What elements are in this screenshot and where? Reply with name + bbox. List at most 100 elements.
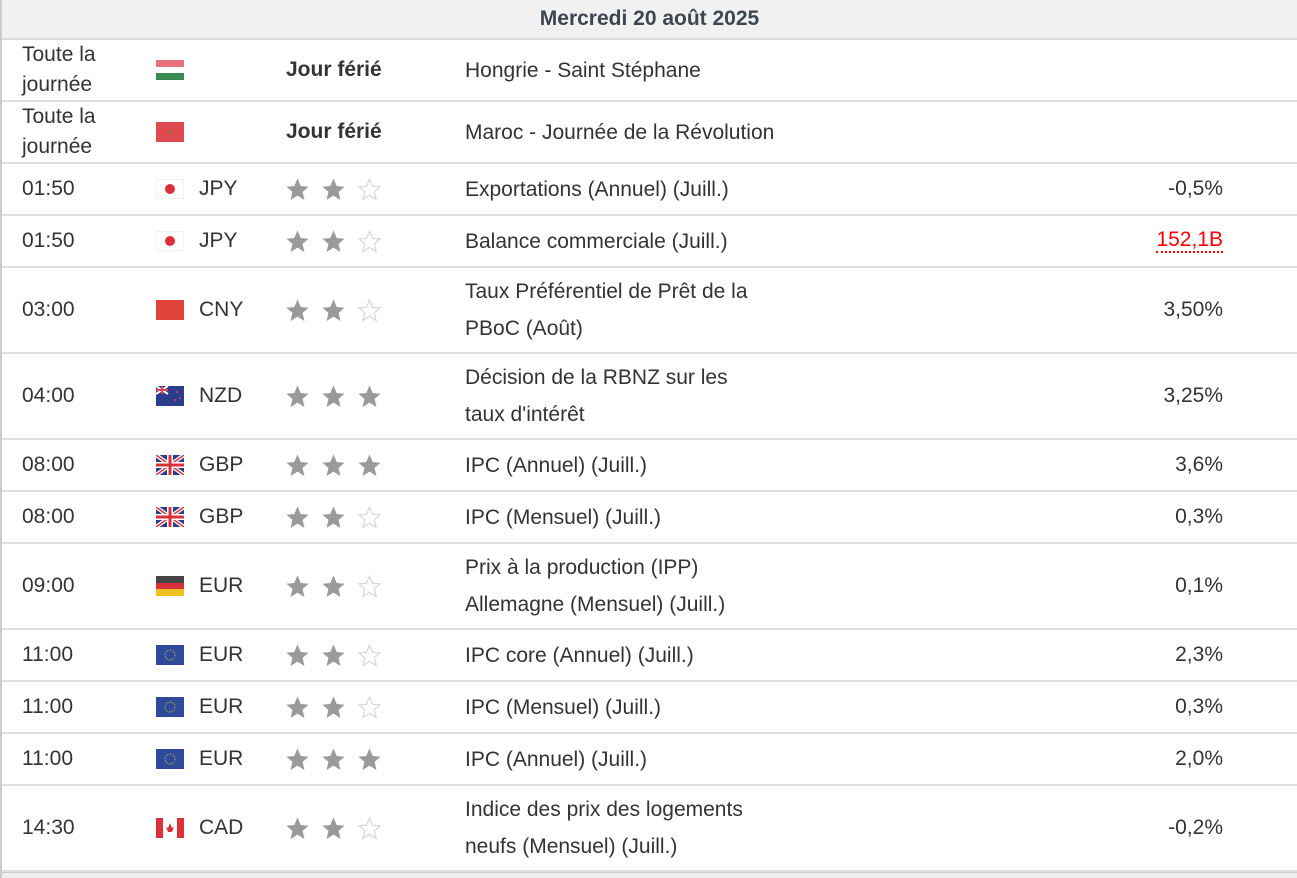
currency-code: CNY	[199, 298, 244, 321]
event-row[interactable]: 08:00 GBP IPC (Mensuel) (Juill.) 0,3%	[2, 492, 1297, 544]
event-name[interactable]: Exportations (Annuel) (Juill.)	[465, 177, 729, 201]
event-row[interactable]: 11:00 EUR IPC (Annuel) (Juill.) 2,0%	[2, 734, 1297, 786]
actual-value: 3,6%	[1175, 453, 1223, 476]
star-filled-icon	[358, 384, 381, 407]
event-name[interactable]: Taux Préférentiel de Prêt de la PBoC (Ao…	[465, 280, 748, 340]
currency-code: JPY	[199, 229, 238, 252]
star-filled-icon	[322, 695, 345, 718]
importance-rating	[285, 216, 382, 266]
eu-flag-icon	[156, 645, 184, 665]
star-empty-icon	[357, 297, 382, 322]
star-empty-icon	[357, 573, 382, 598]
event-time: 04:00	[22, 384, 75, 407]
star-filled-icon	[358, 747, 381, 770]
star-filled-icon	[322, 177, 345, 200]
importance-rating	[285, 164, 382, 214]
event-time: 14:30	[22, 816, 75, 839]
new-zealand-flag-icon	[156, 386, 184, 406]
star-filled-icon	[286, 229, 309, 252]
star-filled-icon	[322, 453, 345, 476]
star-filled-icon	[286, 453, 309, 476]
event-time: 03:00	[22, 298, 75, 321]
eu-flag-icon	[156, 749, 184, 769]
star-filled-icon	[286, 298, 309, 321]
event-name[interactable]: IPC (Annuel) (Juill.)	[465, 453, 648, 477]
event-name[interactable]: Hongrie - Saint Stéphane	[465, 58, 701, 82]
event-name[interactable]: Maroc - Journée de la Révolution	[465, 120, 775, 144]
holiday-row[interactable]: Toute la journée Jour férié Hongrie - Sai…	[2, 40, 1297, 102]
event-time: 01:50	[22, 177, 75, 200]
uk-flag-icon	[156, 507, 184, 527]
event-name[interactable]: Indice des prix des logements neufs (Men…	[465, 798, 743, 858]
japan-flag-icon	[156, 179, 184, 199]
actual-value: -0,2%	[1168, 816, 1223, 839]
china-flag-icon	[156, 300, 184, 320]
actual-value: 3,25%	[1163, 384, 1223, 407]
star-filled-icon	[358, 453, 381, 476]
currency-code: NZD	[199, 384, 243, 407]
event-row[interactable]: 01:50 JPY Exportations (Annuel) (Juill.) -…	[2, 164, 1297, 216]
event-name[interactable]: Prix à la production (IPP) Allemagne (Me…	[465, 556, 726, 616]
event-time: Toute la journée	[22, 105, 96, 158]
actual-value: 0,3%	[1175, 695, 1223, 718]
importance-rating	[285, 682, 382, 732]
currency-code: JPY	[199, 177, 238, 200]
star-empty-icon	[357, 176, 382, 201]
event-row[interactable]: 11:00 EUR IPC (Mensuel) (Juill.) 0,3%	[2, 682, 1297, 734]
event-name[interactable]: Décision de la RBNZ sur les taux d'intér…	[465, 366, 728, 426]
importance-rating	[285, 786, 382, 870]
importance-rating	[285, 268, 382, 352]
actual-value[interactable]: 152,1B	[1156, 228, 1223, 253]
eu-flag-icon	[156, 697, 184, 717]
uk-flag-icon	[156, 455, 184, 475]
star-filled-icon	[286, 816, 309, 839]
germany-flag-icon	[156, 576, 184, 596]
importance-rating	[285, 354, 382, 438]
event-time: 01:50	[22, 229, 75, 252]
table-footer-divider	[2, 872, 1297, 878]
event-row[interactable]: 01:50 JPY Balance commerciale (Juill.) 152…	[2, 216, 1297, 268]
actual-value: 0,3%	[1175, 505, 1223, 528]
star-filled-icon	[286, 574, 309, 597]
event-time: 08:00	[22, 453, 75, 476]
currency-code: EUR	[199, 643, 244, 666]
event-time: 08:00	[22, 505, 75, 528]
hungary-flag-icon	[156, 60, 184, 80]
event-row[interactable]: 08:00 GBP IPC (Annuel) (Juill.) 3,6%	[2, 440, 1297, 492]
event-name[interactable]: Balance commerciale (Juill.)	[465, 229, 728, 253]
currency-code: GBP	[199, 505, 244, 528]
actual-value: 2,3%	[1175, 643, 1223, 666]
holiday-label: Jour férié	[286, 58, 382, 81]
actual-value: 3,50%	[1163, 298, 1223, 321]
event-name[interactable]: IPC (Mensuel) (Juill.)	[465, 695, 662, 719]
importance-rating	[285, 492, 382, 542]
event-row[interactable]: 04:00 NZD Décision de la RBNZ sur les tau…	[2, 354, 1297, 440]
star-filled-icon	[286, 695, 309, 718]
star-empty-icon	[357, 694, 382, 719]
star-filled-icon	[322, 643, 345, 666]
event-row[interactable]: 03:00 CNY Taux Préférentiel de Prêt de la…	[2, 268, 1297, 354]
currency-code: EUR	[199, 747, 244, 770]
event-row[interactable]: 14:30 CAD Indice des prix des logements n…	[2, 786, 1297, 872]
actual-value: -0,5%	[1168, 177, 1223, 200]
star-filled-icon	[322, 816, 345, 839]
star-filled-icon	[322, 747, 345, 770]
canada-flag-icon	[156, 818, 184, 838]
event-time: 11:00	[22, 747, 73, 770]
holiday-row[interactable]: Toute la journée Jour férié Maroc - Journ…	[2, 102, 1297, 164]
event-row[interactable]: 11:00 EUR IPC core (Annuel) (Juill.) 2,3%	[2, 630, 1297, 682]
star-empty-icon	[357, 228, 382, 253]
event-row[interactable]: 09:00 EUR Prix à la production (IPP) Alle…	[2, 544, 1297, 630]
star-empty-icon	[357, 642, 382, 667]
currency-code: CAD	[199, 816, 244, 839]
star-filled-icon	[286, 505, 309, 528]
event-time: 09:00	[22, 574, 75, 597]
event-name[interactable]: IPC (Mensuel) (Juill.)	[465, 505, 662, 529]
date-header: Mercredi 20 août 2025	[2, 0, 1297, 40]
event-name[interactable]: IPC core (Annuel) (Juill.)	[465, 643, 694, 667]
star-filled-icon	[322, 384, 345, 407]
event-name[interactable]: IPC (Annuel) (Juill.)	[465, 747, 648, 771]
star-filled-icon	[286, 384, 309, 407]
star-filled-icon	[322, 229, 345, 252]
star-empty-icon	[357, 504, 382, 529]
